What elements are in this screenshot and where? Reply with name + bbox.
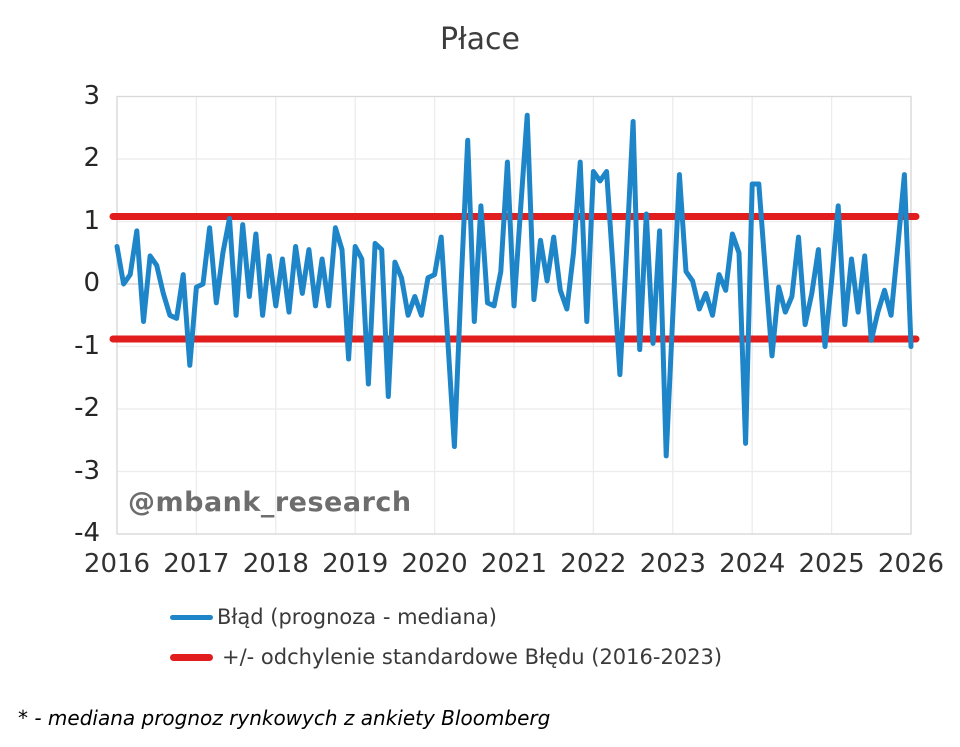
y-tick-label: -3	[74, 455, 100, 486]
y-tick-label: 3	[83, 80, 100, 111]
y-tick-label: -1	[74, 330, 100, 361]
y-tick-label: 2	[83, 143, 100, 173]
legend-line-swatch-blue	[170, 614, 213, 620]
x-tick-label: 2016	[83, 549, 151, 579]
y-tick-label: -4	[74, 518, 100, 548]
watermark: @mbank_research	[128, 487, 412, 518]
error-line-series	[114, 112, 914, 459]
plot-area	[109, 95, 920, 535]
chart-title: Płace	[440, 22, 520, 57]
x-tick-label: 2018	[242, 549, 309, 579]
legend-line-swatch-red	[170, 653, 213, 661]
legend-item-error: Błąd (prognoza - mediana)	[170, 606, 497, 628]
x-tick-label: 2025	[798, 549, 865, 579]
footnote: * - mediana prognoz rynkowych z ankiety …	[18, 706, 551, 730]
x-tick-label: 2024	[719, 549, 786, 579]
x-tick-label: 2021	[480, 549, 548, 579]
x-tick-label: 2026	[877, 549, 945, 579]
legend-item-std: +/- odchylenie standardowe Błędu (2016-2…	[170, 646, 722, 668]
legend-label-error: Błąd (prognoza - mediana)	[217, 605, 497, 629]
x-tick-label: 2020	[401, 549, 468, 579]
x-tick-label: 2019	[322, 549, 389, 579]
x-tick-label: 2017	[163, 549, 230, 579]
legend-label-std: +/- odchylenie standardowe Błędu (2016-2…	[222, 645, 723, 669]
x-tick-label: 2023	[639, 549, 706, 579]
y-tick-label: 1	[83, 205, 100, 236]
x-tick-label: 2022	[560, 549, 627, 579]
y-tick-label: -2	[74, 393, 100, 423]
y-tick-label: 0	[83, 268, 100, 298]
